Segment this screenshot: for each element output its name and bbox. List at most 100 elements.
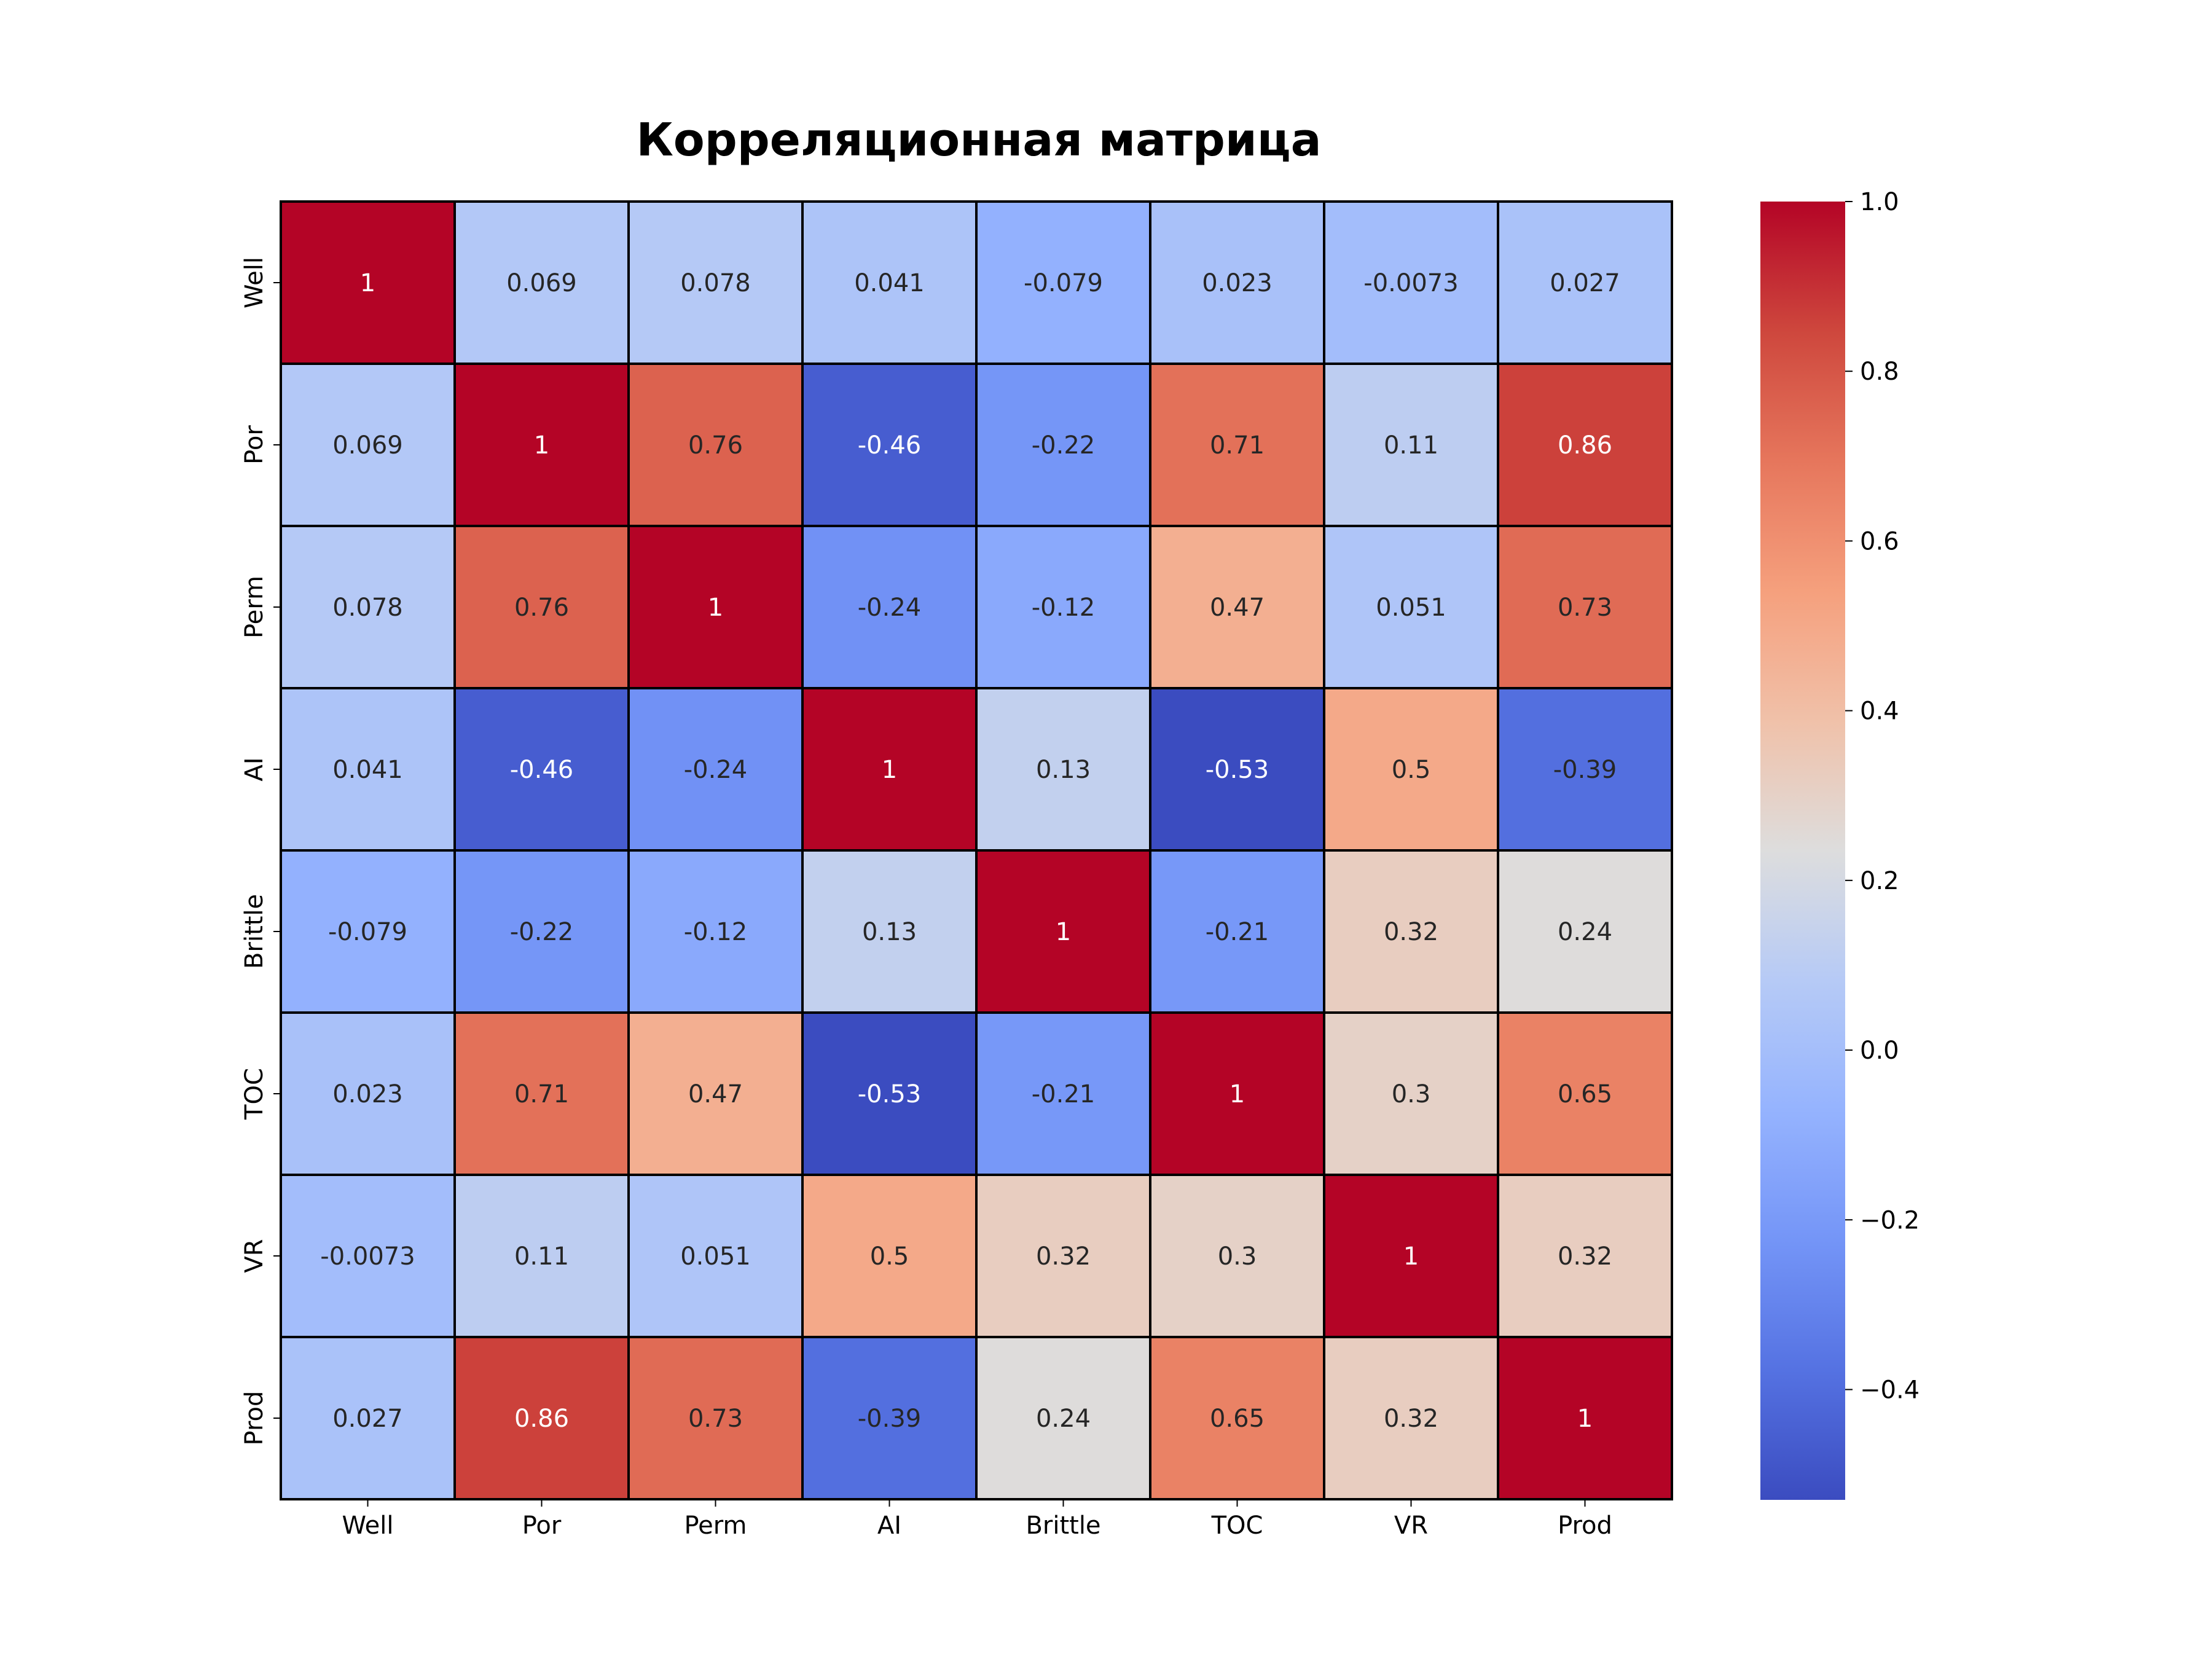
colorbar-tick-label-2: 0.6 <box>1860 527 1899 555</box>
heatmap-cell-TOC-TOC <box>1149 1011 1325 1176</box>
cell-value-label-Prod-Por: 0.86 <box>514 1405 569 1433</box>
cell-value-label-Por-VR: 0.11 <box>1384 431 1438 460</box>
cell-value-label-Perm-Perm: 1 <box>708 594 723 622</box>
y-tick-label-Por: Por <box>240 425 269 465</box>
heatmap-cell-Well-Perm <box>627 200 804 365</box>
cell-value-label-AI-Perm: -0.24 <box>684 756 748 784</box>
cell-value-label-Perm-AI: -0.24 <box>858 594 922 622</box>
heatmap-cell-AI-VR <box>1323 687 1499 852</box>
x-tick-label-VR: VR <box>1394 1512 1428 1540</box>
heatmap-cell-Brittle-TOC <box>1149 849 1325 1014</box>
heatmap-cell-Por-TOC <box>1149 363 1325 527</box>
heatmap-cell-Perm-Prod <box>1497 525 1673 689</box>
cell-value-label-Por-Prod: 0.86 <box>1558 431 1612 460</box>
colorbar-tick-label-4: 0.2 <box>1860 867 1899 895</box>
heatmap-cell-Por-Prod <box>1497 363 1673 527</box>
y-tick-label-Perm: Perm <box>240 576 269 638</box>
heatmap-cell-Por-AI <box>801 363 978 527</box>
heatmap-cell-TOC-VR <box>1323 1011 1499 1176</box>
y-axis: Well Por Perm AI Brittle TOC VR Prod <box>240 257 281 1445</box>
cell-value-label-Well-Perm: 0.078 <box>680 269 751 297</box>
x-tick-label-Perm: Perm <box>684 1512 747 1540</box>
cell-value-label-TOC-VR: 0.3 <box>1392 1080 1431 1108</box>
cell-value-label-VR-Well: -0.0073 <box>320 1242 415 1271</box>
x-tick-label-Brittle: Brittle <box>1026 1512 1100 1540</box>
cell-value-label-TOC-AI: -0.53 <box>858 1080 922 1108</box>
cell-value-label-Prod-AI: -0.39 <box>858 1405 922 1433</box>
y-tick-label-Well: Well <box>240 257 269 308</box>
cell-value-label-TOC-Por: 0.71 <box>514 1080 569 1108</box>
cell-value-label-Perm-Brittle: -0.12 <box>1032 594 1096 622</box>
heatmap-cell-Perm-AI <box>801 525 978 689</box>
heatmap-cell-Perm-Brittle <box>975 525 1151 689</box>
cell-value-label-AI-AI: 1 <box>882 756 897 784</box>
heatmap-cell-VR-Por <box>453 1174 630 1338</box>
cell-value-label-Well-Well: 1 <box>360 269 375 297</box>
cell-value-label-AI-Well: 0.041 <box>332 756 403 784</box>
cell-value-label-Well-Brittle: -0.079 <box>1024 269 1103 297</box>
cell-value-label-TOC-Prod: 0.65 <box>1558 1080 1612 1108</box>
cell-value-label-VR-Perm: 0.051 <box>680 1242 751 1271</box>
colorbar-tick-label-1: 0.8 <box>1860 358 1899 386</box>
cell-value-label-Brittle-Perm: -0.12 <box>684 918 748 946</box>
cell-value-label-VR-TOC: 0.3 <box>1218 1242 1257 1271</box>
heatmap-cell-TOC-Por <box>453 1011 630 1176</box>
heatmap-cell-Brittle-Prod <box>1497 849 1673 1014</box>
heatmap-cell-AI-Perm <box>627 687 804 852</box>
heatmap-cell-Perm-TOC <box>1149 525 1325 689</box>
heatmap-cell-TOC-Perm <box>627 1011 804 1176</box>
cell-value-label-Well-TOC: 0.023 <box>1202 269 1273 297</box>
x-tick-label-TOC: TOC <box>1211 1512 1263 1540</box>
y-tick-label-TOC: TOC <box>240 1068 269 1120</box>
cell-value-label-AI-Brittle: 0.13 <box>1036 756 1091 784</box>
cell-value-label-AI-Por: -0.46 <box>510 756 574 784</box>
colorbar-ticks: 1.0 0.8 0.6 0.4 0.2 0.0 −0.2 −0.4 <box>1845 188 1920 1404</box>
cell-value-label-Prod-Well: 0.027 <box>332 1405 403 1433</box>
x-tick-label-AI: AI <box>877 1512 901 1540</box>
cell-value-label-Well-AI: 0.041 <box>854 269 925 297</box>
heatmap-cell-Well-AI <box>801 200 978 365</box>
heatmap-cell-Prod-Prod <box>1497 1336 1673 1500</box>
cell-value-label-VR-Prod: 0.32 <box>1558 1242 1612 1271</box>
colorbar-tick-label-0: 1.0 <box>1860 188 1899 216</box>
heatmap-cell-Perm-VR <box>1323 525 1499 689</box>
cell-value-label-VR-VR: 1 <box>1403 1242 1419 1271</box>
heatmap-cell-VR-VR <box>1323 1174 1499 1338</box>
cell-value-label-Brittle-VR: 0.32 <box>1384 918 1438 946</box>
cell-value-label-Perm-Prod: 0.73 <box>1558 594 1612 622</box>
heatmap-cells <box>280 200 1673 1500</box>
cell-value-label-Brittle-Prod: 0.24 <box>1558 918 1612 946</box>
cell-value-label-Prod-Brittle: 0.24 <box>1036 1405 1091 1433</box>
cell-value-label-Perm-Well: 0.078 <box>332 594 403 622</box>
heatmap-cell-AI-Well <box>280 687 456 852</box>
heatmap-cell-Brittle-VR <box>1323 849 1499 1014</box>
heatmap-cell-TOC-Prod <box>1497 1011 1673 1176</box>
cell-value-label-Prod-VR: 0.32 <box>1384 1405 1438 1433</box>
cell-value-label-Brittle-AI: 0.13 <box>862 918 917 946</box>
cell-value-label-Brittle-Brittle: 1 <box>1056 918 1071 946</box>
cell-value-label-AI-VR: 0.5 <box>1392 756 1431 784</box>
heatmap-cell-VR-TOC <box>1149 1174 1325 1338</box>
heatmap-cell-Well-Well <box>280 200 456 365</box>
heatmap-cell-Perm-Por <box>453 525 630 689</box>
colorbar-bar <box>1760 202 1845 1500</box>
cell-value-label-VR-AI: 0.5 <box>870 1242 909 1271</box>
heatmap-cell-VR-Well <box>280 1174 456 1338</box>
heatmap-cell-Por-Por <box>453 363 630 527</box>
cell-value-label-Perm-VR: 0.051 <box>1376 594 1446 622</box>
heatmap-cell-VR-Prod <box>1497 1174 1673 1338</box>
heatmap-cell-AI-Brittle <box>975 687 1151 852</box>
cell-value-label-Brittle-Por: -0.22 <box>510 918 574 946</box>
heatmap-cell-VR-Brittle <box>975 1174 1151 1338</box>
cell-value-label-VR-Brittle: 0.32 <box>1036 1242 1091 1271</box>
cell-value-label-Perm-TOC: 0.47 <box>1210 594 1265 622</box>
cell-value-label-Prod-TOC: 0.65 <box>1210 1405 1265 1433</box>
heatmap-cell-VR-Perm <box>627 1174 804 1338</box>
cell-value-label-TOC-Perm: 0.47 <box>688 1080 743 1108</box>
colorbar: 1.0 0.8 0.6 0.4 0.2 0.0 −0.2 −0.4 <box>1760 188 1920 1500</box>
cell-value-label-TOC-Brittle: -0.21 <box>1032 1080 1096 1108</box>
cell-value-label-Prod-Prod: 1 <box>1577 1405 1593 1433</box>
y-tick-label-Prod: Prod <box>240 1391 269 1446</box>
heatmap-cell-labels: 1 0.069 0.078 0.041 -0.079 0.023 -0.0073 0.027 0… <box>320 269 1620 1433</box>
